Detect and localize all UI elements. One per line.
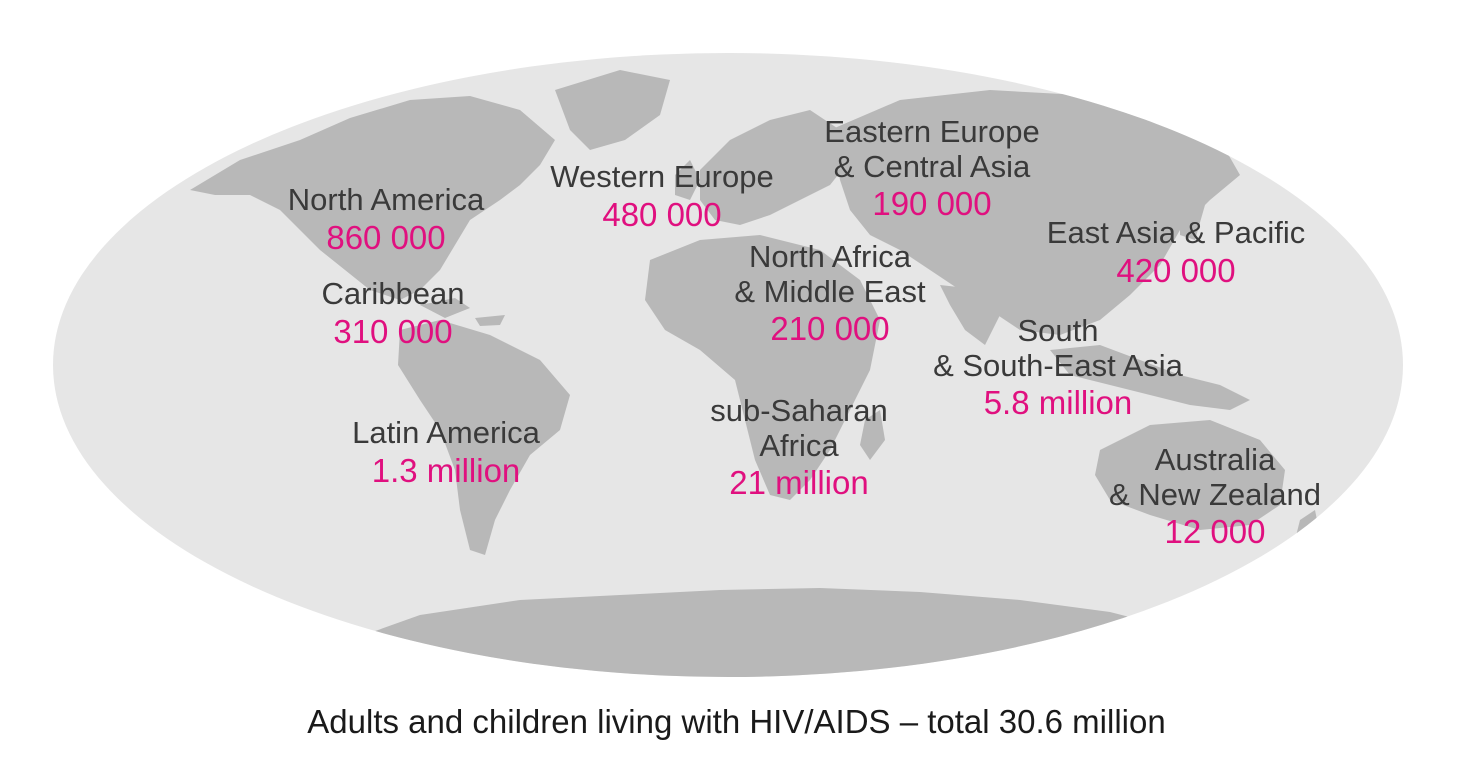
region-name: sub-Saharan xyxy=(710,393,888,428)
region-label-north-africa-middle-east: North Africa & Middle East 210 000 xyxy=(734,239,926,348)
landmass-africa xyxy=(645,235,880,500)
region-name-line-2: & Central Asia xyxy=(833,148,1031,184)
region-label-sub-saharan-africa: sub-Saharan Africa 21 million xyxy=(710,393,888,502)
region-name-line-2: & South-East Asia xyxy=(933,347,1183,383)
landmass-south-america xyxy=(398,320,570,555)
region-name: East Asia & Pacific xyxy=(1046,215,1306,250)
region-label-north-america: North America 860 000 xyxy=(287,182,485,257)
landmass-north-america xyxy=(190,96,555,300)
region-value: 21 million xyxy=(729,464,869,502)
landmass-europe xyxy=(700,110,850,225)
region-name: North Africa xyxy=(749,239,911,274)
region-label-western-europe: Western Europe 480 000 xyxy=(550,159,774,234)
landmass-india xyxy=(940,285,1000,345)
region-value: 210 000 xyxy=(770,310,890,348)
region-name: Eastern Europe xyxy=(824,114,1040,149)
region-name: Latin America xyxy=(352,415,540,450)
region-name: Caribbean xyxy=(321,276,465,311)
landmass-greenland xyxy=(555,70,670,150)
landmass-southeast-asia-islands xyxy=(1050,345,1250,410)
region-value: 190 000 xyxy=(872,185,992,223)
landmass-caribbean xyxy=(420,298,505,326)
landmass-japan xyxy=(1180,180,1205,240)
region-name: South xyxy=(1017,313,1099,348)
region-name-line-2: Africa xyxy=(759,427,839,463)
map-caption: Adults and children living with HIV/AIDS… xyxy=(307,703,1166,740)
region-value: 1.3 million xyxy=(371,451,521,489)
landmass-australia xyxy=(1095,420,1285,530)
region-value: 480 000 xyxy=(602,195,722,233)
landmass-uk xyxy=(675,160,700,200)
region-label-eastern-europe-central-asia: Eastern Europe & Central Asia 190 000 xyxy=(824,114,1040,223)
region-value: 860 000 xyxy=(326,218,446,256)
region-name: North America xyxy=(287,182,485,217)
region-label-east-asia-pacific: East Asia & Pacific 420 000 xyxy=(1046,215,1306,290)
region-label-latin-america: Latin America 1.3 million xyxy=(352,415,540,490)
region-name-line-2: & New Zealand xyxy=(1109,476,1321,512)
world-map xyxy=(53,53,1403,677)
region-name-line-2: & Middle East xyxy=(734,273,926,309)
region-name: Western Europe xyxy=(550,159,774,194)
region-value: 310 000 xyxy=(333,312,453,350)
region-label-australia-new-zealand: Australia & New Zealand 12 000 xyxy=(1109,442,1321,551)
region-name: Australia xyxy=(1154,442,1276,477)
region-value: 12 000 xyxy=(1164,513,1266,551)
landmass-madagascar xyxy=(860,410,885,460)
region-value: 5.8 million xyxy=(983,384,1133,422)
landmass-asia xyxy=(830,90,1240,335)
region-value: 420 000 xyxy=(1116,251,1236,289)
region-label-south-southeast-asia: South & South-East Asia 5.8 million xyxy=(933,313,1183,422)
region-label-caribbean: Caribbean 310 000 xyxy=(321,276,465,351)
